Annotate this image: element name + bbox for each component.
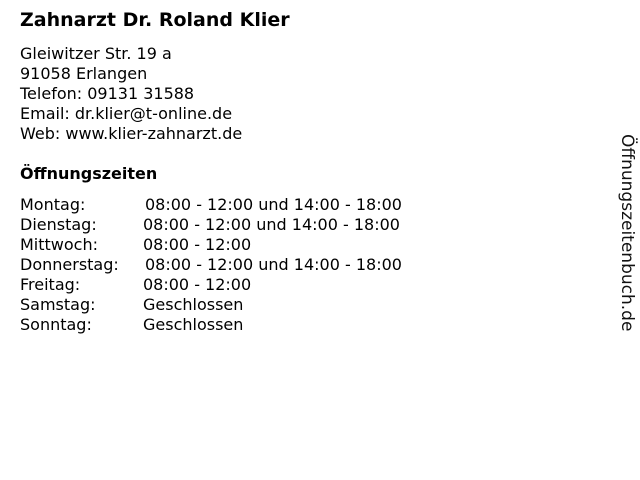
hours-row: Donnerstag: 08:00 - 12:00 und 14:00 - 18:… — [20, 255, 402, 275]
time-value: 08:00 - 12:00 und 14:00 - 18:00 — [143, 215, 400, 234]
day-label: Sonntag: — [20, 315, 92, 334]
hours-heading: Öffnungszeiten — [20, 164, 158, 183]
contact-block: Gleiwitzer Str. 19 a 91058 Erlangen Tele… — [20, 44, 242, 144]
city: 91058 Erlangen — [20, 64, 148, 83]
hours-row: Montag: 08:00 - 12:00 und 14:00 - 18:00 — [20, 195, 402, 215]
hours-row: Dienstag: 08:00 - 12:00 und 14:00 - 18:00 — [20, 215, 402, 235]
day-label: Montag: — [20, 195, 86, 214]
time-value: 08:00 - 12:00 — [143, 235, 252, 254]
email: Email: dr.klier@t-online.de — [20, 104, 233, 123]
day-label: Mittwoch: — [20, 235, 98, 254]
time-value: 08:00 - 12:00 und 14:00 - 18:00 — [145, 195, 402, 214]
time-value: 08:00 - 12:00 und 14:00 - 18:00 — [145, 255, 402, 274]
hours-row: Mittwoch: 08:00 - 12:00 — [20, 235, 402, 255]
business-name: Zahnarzt Dr. Roland Klier — [20, 9, 290, 31]
hours-table: Montag: 08:00 - 12:00 und 14:00 - 18:00 D… — [20, 195, 402, 335]
day-label: Dienstag: — [20, 215, 97, 234]
hours-row: Sonntag: Geschlossen — [20, 315, 402, 335]
hours-row: Freitag: 08:00 - 12:00 — [20, 275, 402, 295]
street: Gleiwitzer Str. 19 a — [20, 44, 172, 63]
website: Web: www.klier-zahnarzt.de — [20, 124, 243, 143]
day-label: Samstag: — [20, 295, 96, 314]
hours-row: Samstag: Geschlossen — [20, 295, 402, 315]
time-value: 08:00 - 12:00 — [143, 275, 252, 294]
day-label: Donnerstag: — [20, 255, 119, 274]
time-value: Geschlossen — [143, 295, 244, 314]
watermark: Öffnungszeitenbuch.de — [617, 134, 637, 332]
time-value: Geschlossen — [143, 315, 244, 334]
day-label: Freitag: — [20, 275, 81, 294]
phone: Telefon: 09131 31588 — [20, 84, 195, 103]
